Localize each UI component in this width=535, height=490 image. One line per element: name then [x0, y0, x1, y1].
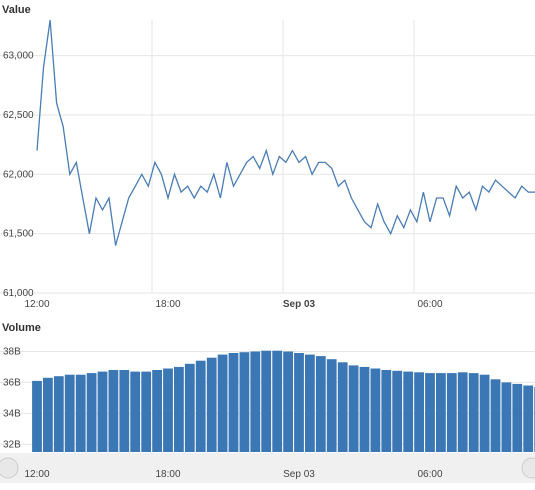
volume-y-axis: 32B 34B 36B 38B [3, 346, 21, 450]
volume-bar [163, 368, 173, 452]
volume-bar [43, 377, 53, 452]
volume-bars [32, 350, 535, 452]
volume-bar [97, 371, 108, 452]
navigator-track[interactable] [0, 453, 535, 483]
price-y-tick-label: 62,500 [3, 110, 34, 121]
navigator-x-tick-label: 18:00 [155, 469, 180, 480]
volume-bar [414, 372, 424, 452]
volume-bar [141, 371, 152, 452]
volume-bar [195, 360, 206, 452]
volume-bar [381, 370, 392, 452]
volume-bar [490, 379, 501, 452]
volume-bar [86, 373, 97, 452]
volume-y-tick-label: 32B [3, 439, 21, 450]
volume-bar [501, 382, 512, 452]
price-x-tick-label: Sep 03 [283, 299, 316, 310]
navigator[interactable]: 12:00 18:00 Sep 03 06:00 [0, 453, 535, 483]
volume-bar [326, 359, 337, 452]
volume-bar [64, 374, 75, 452]
price-series-line [36, 19, 535, 246]
volume-bar [108, 370, 119, 452]
volume-chart: Volume 32B 34B 36B 38B [0, 322, 535, 452]
volume-bar [359, 366, 370, 452]
volume-bar [119, 370, 130, 452]
price-y-tick-label: 63,000 [3, 51, 34, 62]
volume-bar [403, 371, 414, 452]
volume-bar [436, 373, 446, 452]
volume-bar [53, 376, 64, 452]
price-x-tick-label: 18:00 [155, 299, 180, 310]
volume-bar [425, 373, 435, 452]
price-y-tick-label: 61,500 [3, 229, 34, 240]
navigator-right-handle[interactable] [521, 457, 535, 479]
volume-y-tick-label: 36B [3, 377, 21, 388]
volume-bar [283, 351, 293, 452]
volume-bar [479, 374, 490, 452]
price-chart: Value 61,000 61,500 62,000 62,500 63,000 12:… [0, 4, 535, 310]
volume-bar [392, 370, 403, 452]
volume-bar [468, 373, 479, 452]
price-y-tick-label: 62,000 [3, 169, 34, 180]
volume-bar [261, 350, 272, 452]
price-x-axis: 12:00 18:00 Sep 03 06:00 [24, 299, 442, 310]
price-y-tick-label: 61,000 [3, 288, 34, 299]
volume-bar [75, 374, 86, 452]
volume-bar [272, 350, 283, 452]
volume-bar [315, 356, 326, 452]
volume-bar [228, 353, 239, 452]
volume-bar [370, 368, 381, 452]
volume-y-tick-label: 34B [3, 408, 21, 419]
volume-bar [239, 352, 250, 452]
navigator-x-tick-label: 06:00 [417, 469, 442, 480]
volume-bar [174, 366, 184, 452]
volume-bar [184, 363, 195, 452]
volume-y-tick-label: 38B [3, 346, 21, 357]
volume-bar [206, 357, 217, 452]
volume-bar [512, 383, 523, 452]
navigator-x-tick-label: 12:00 [24, 469, 49, 480]
price-y-axis: 61,000 61,500 62,000 62,500 63,000 [3, 51, 34, 299]
volume-bar [152, 370, 162, 452]
volume-bar [294, 353, 304, 452]
volume-bar [457, 372, 468, 452]
price-x-tick-label: 12:00 [24, 299, 49, 310]
volume-bar [250, 351, 261, 452]
volume-bar [446, 373, 457, 452]
volume-chart-title: Volume [2, 322, 41, 334]
volume-bar [130, 371, 141, 452]
volume-bar [32, 380, 42, 452]
price-x-tick-label: 06:00 [417, 299, 442, 310]
volume-bar [217, 354, 228, 452]
volume-bar [337, 362, 348, 452]
volume-bar [523, 385, 534, 452]
navigator-x-axis: 12:00 18:00 Sep 03 06:00 [24, 469, 442, 480]
navigator-x-tick-label: Sep 03 [283, 469, 315, 480]
volume-bar [348, 365, 359, 452]
volume-bar [305, 354, 315, 452]
navigator-left-handle[interactable] [0, 457, 19, 479]
price-chart-title: Value [2, 4, 31, 16]
